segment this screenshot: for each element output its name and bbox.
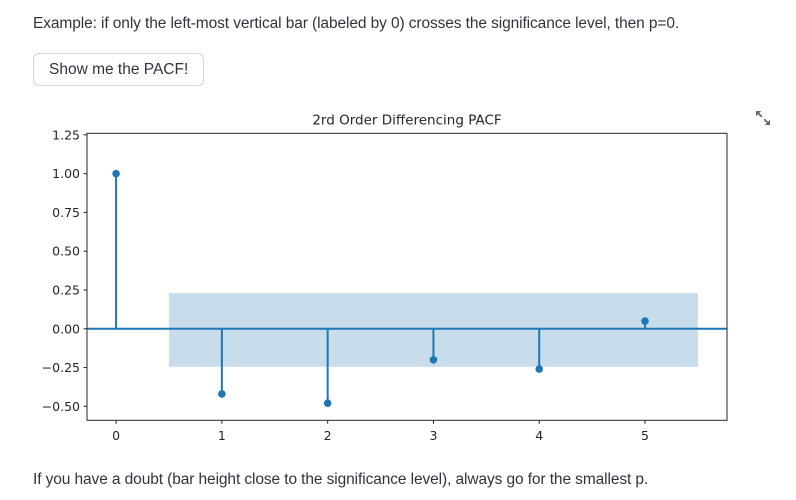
- stem-marker: [323, 399, 332, 408]
- bottom-instruction-text: If you have a doubt (bar height close to…: [33, 471, 649, 488]
- show-pacf-button-label: Show me the PACF!: [49, 60, 189, 78]
- pacf-figure: 1.25 1.00 0.75 0.50 0.25 0.00 −0.25 −0.50 0 1 2 3 4 5…: [0, 100, 796, 455]
- y-tick-label: −0.25: [42, 360, 80, 375]
- y-tick-label: −0.50: [42, 399, 80, 414]
- y-tick-label: 0.00: [52, 321, 80, 336]
- y-tick-label: 0.50: [52, 244, 80, 259]
- expand-fullscreen-icon: [756, 111, 770, 125]
- y-tick-label: 0.25: [52, 282, 80, 297]
- stem-marker: [112, 169, 120, 178]
- x-tick-label: 0: [112, 428, 120, 443]
- stem-marker: [535, 365, 544, 373]
- plot-border: [86, 132, 728, 421]
- y-tick-label: 1.25: [52, 127, 80, 142]
- stem-marker: [641, 317, 649, 325]
- x-tick-label: 3: [429, 428, 437, 443]
- expand-chart-button[interactable]: [751, 106, 775, 130]
- show-pacf-button[interactable]: Show me the PACF!: [33, 53, 205, 86]
- y-tick-label: 1.00: [52, 166, 80, 181]
- x-tick-label: 2: [324, 428, 332, 443]
- x-tick-label: 4: [535, 428, 543, 443]
- x-tick-label: 5: [641, 428, 649, 443]
- x-tick-label: 1: [218, 428, 226, 443]
- stem-marker: [429, 355, 438, 364]
- pacf-chart: 1.25 1.00 0.75 0.50 0.25 0.00 −0.25 −0.50 0 1 2 3 4 5…: [42, 112, 728, 443]
- y-tick-label: 0.75: [52, 205, 80, 220]
- chart-title: 2rd Order Differencing PACF: [312, 112, 501, 128]
- top-instruction-text: Example: if only the left-most vertical …: [33, 15, 680, 32]
- stem-marker: [218, 390, 226, 398]
